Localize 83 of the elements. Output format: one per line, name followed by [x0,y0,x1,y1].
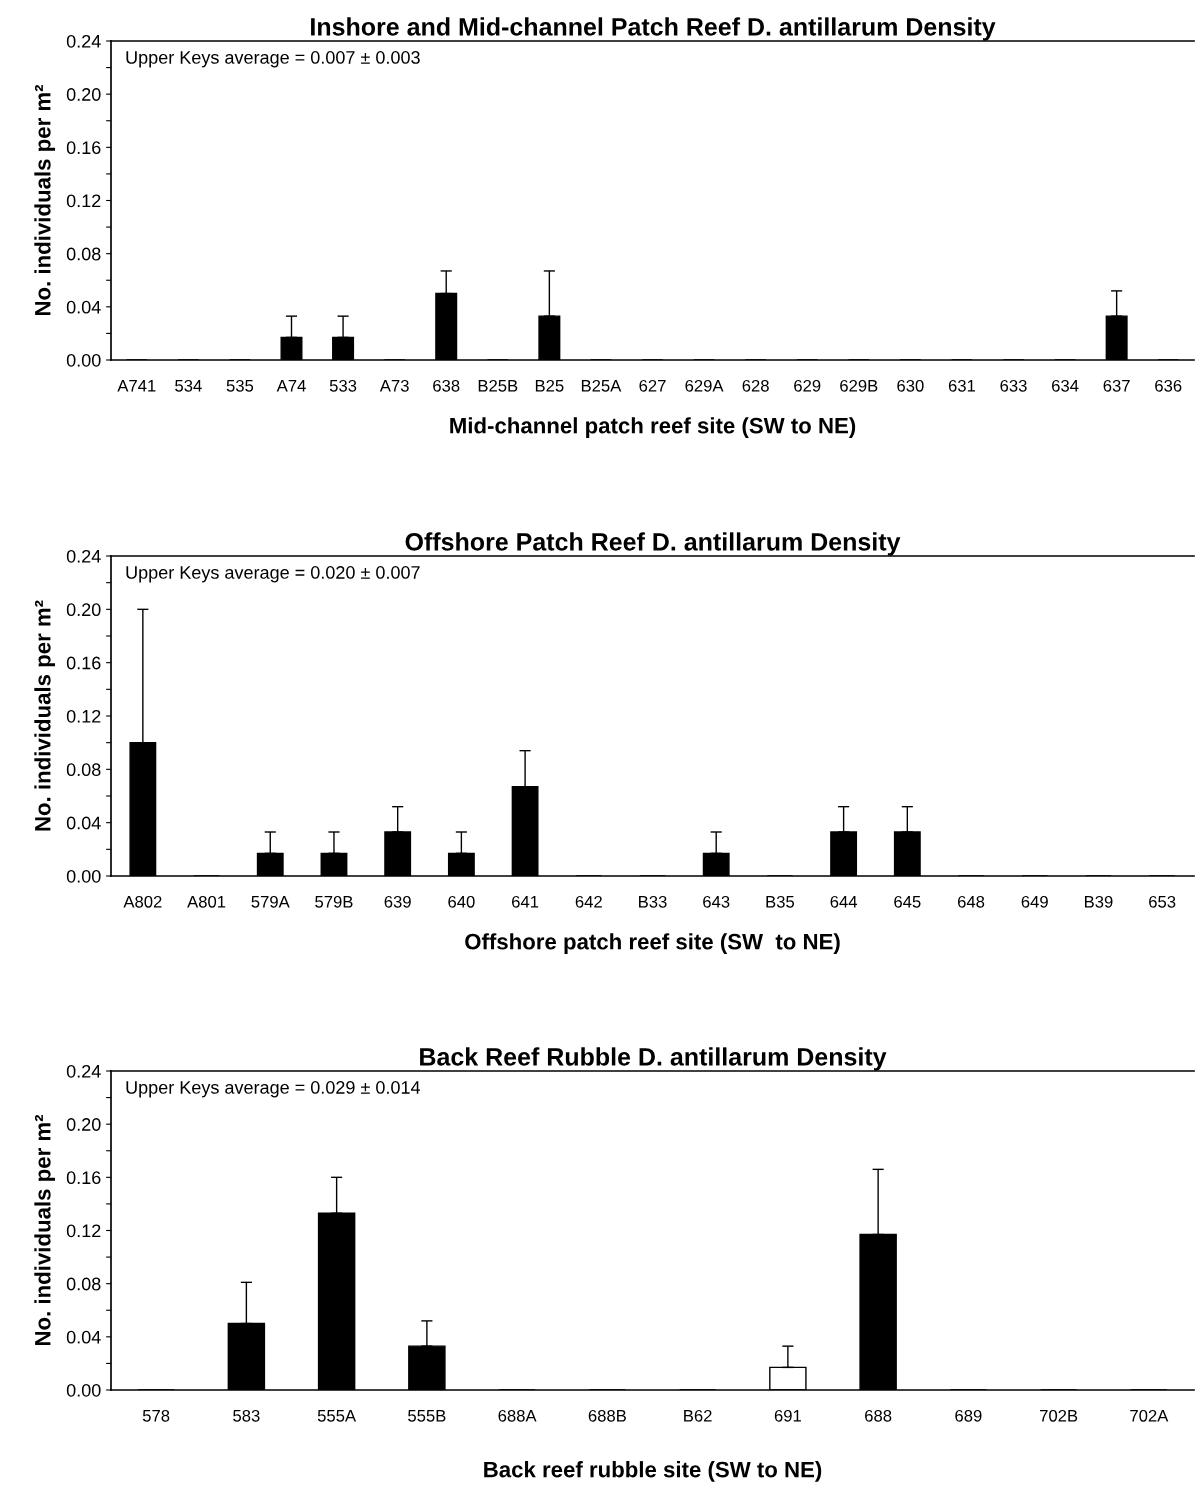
x-axis-title: Mid-channel patch reef site (SW to NE) [450,417,856,438]
y-tick-label: 0.20 [66,88,101,101]
y-axis-title: No. individuals per m² [34,84,56,316]
x-tick-label: A802 [123,895,162,908]
x-tick-label: 555A [317,1410,357,1422]
chart-title: Inshore and Mid-channel Patch Reef D. antillarum Density [311,17,996,41]
x-tick-label: 645 [894,895,921,908]
x-tick-label: 579A [251,895,290,908]
x-tick-label: 633 [1000,379,1027,392]
x-tick-label: 689 [955,1409,982,1422]
x-tick-label: 691 [774,1409,801,1422]
x-tick-label: 688B [588,1409,626,1422]
y-tick-label: 0.08 [66,247,101,261]
y-tick-label: 0.04 [66,816,101,830]
x-tick-label: 649 [1021,895,1048,908]
x-axis-title: Offshore patch reef site (SW to NE) [465,933,840,954]
y-tick-label: 0.04 [66,1330,101,1344]
x-tick-label: 702B [1040,1409,1078,1422]
y-tick-label: 0.04 [66,300,101,314]
x-axis-title: Back reef rubble site (SW to NE) [484,1461,822,1482]
x-tick-label: 579B [315,895,353,908]
y-tick-label: 0.16 [66,656,101,670]
x-tick-label: 629A [685,379,724,392]
y-tick-label: 0.12 [66,1224,101,1238]
chart-title: Back Reef Rubble D. antillarum Density [420,1047,887,1071]
x-tick-label: B35 [766,895,795,908]
x-tick-label: A801 [187,895,226,908]
y-tick-label: 0.24 [66,34,101,48]
x-tick-label: 648 [957,895,985,908]
y-tick-label: 0.20 [66,603,101,617]
x-tick-label: 630 [897,379,924,392]
x-tick-label: 640 [448,895,475,908]
y-axis-title: No. individuals per m² [34,600,56,831]
x-tick-label: 653 [1149,895,1176,908]
x-tick-label: B62 [684,1409,712,1422]
x-tick-label: 639 [384,895,411,908]
y-tick-label: 0.16 [66,141,101,155]
x-tick-label: 627 [639,379,666,392]
y-tick-label: 0.08 [66,1277,101,1291]
y-tick-label: 0.24 [66,549,101,563]
x-tick-label: 535 [226,379,254,392]
y-tick-label: 0.08 [66,763,101,777]
x-tick-label: 688A [498,1409,537,1422]
x-tick-label: A741 [117,380,156,392]
y-tick-label: 0.20 [66,1118,101,1131]
x-tick-label: 702A [1130,1409,1169,1422]
x-tick-label: A73 [379,379,409,392]
x-tick-label: B25A [581,379,622,392]
y-tick-label: 0.00 [66,353,101,367]
y-tick-label: 0.00 [66,1383,101,1397]
x-tick-label: 642 [575,895,602,908]
x-tick-label: 637 [1103,379,1130,392]
x-tick-label: 634 [1052,379,1079,392]
x-tick-label: 643 [703,895,730,908]
y-axis-title: No. individuals per m² [34,1114,56,1346]
x-tick-label: 555B [408,1410,446,1422]
y-tick-label: 0.12 [66,194,101,208]
x-tick-label: 628 [742,379,769,392]
x-tick-label: 636 [1155,379,1182,392]
y-tick-label: 0.24 [66,1064,101,1078]
x-tick-label: 534 [175,379,202,392]
y-tick-label: 0.12 [66,709,101,723]
x-tick-label: B33 [639,895,667,908]
x-tick-label: 631 [948,379,976,392]
y-tick-label: 0.00 [66,869,101,883]
x-tick-label: B25B [478,379,518,392]
chart-title: Offshore Patch Reef D. antillarum Density [405,532,901,556]
x-tick-label: 688 [865,1409,892,1422]
x-tick-label: A74 [276,380,306,392]
x-tick-label: 629 [794,379,821,392]
x-tick-label: B25 [535,379,564,392]
annotation: Upper Keys average = 0.020 ± 0.007 [126,566,420,583]
x-tick-label: 533 [329,379,357,392]
x-tick-label: 583 [233,1409,260,1422]
annotation: Upper Keys average = 0.007 ± 0.003 [126,51,420,68]
x-tick-label: B39 [1084,895,1113,908]
x-tick-label: 641 [512,895,539,908]
x-tick-label: 644 [830,895,858,908]
x-tick-label: 629B [840,379,878,392]
x-tick-label: 638 [433,379,460,392]
x-tick-label: 578 [142,1409,170,1422]
y-tick-label: 0.16 [66,1171,101,1185]
annotation: Upper Keys average = 0.029 ± 0.014 [126,1081,421,1098]
